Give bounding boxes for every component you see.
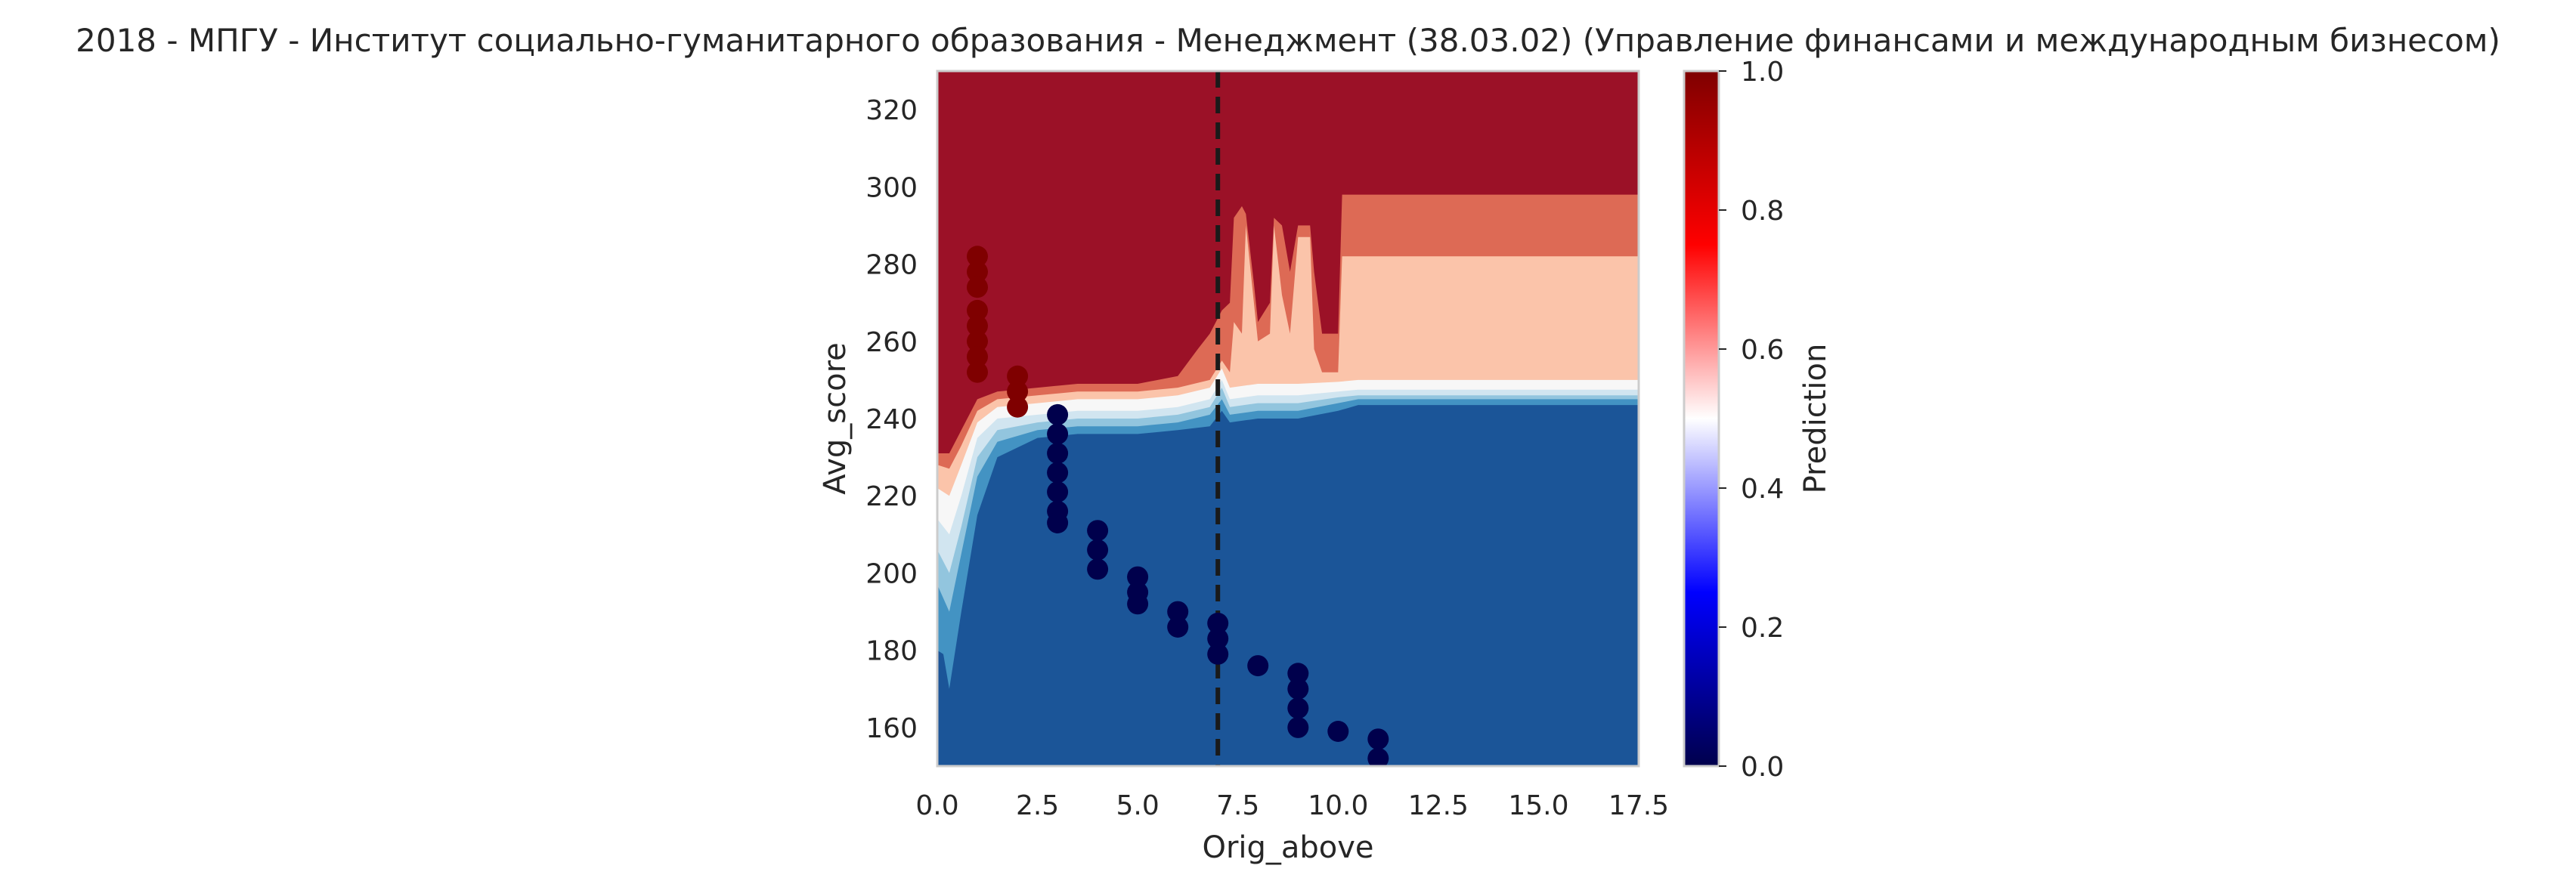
scatter-point-low	[1087, 558, 1109, 580]
scatter-point-high	[967, 277, 988, 298]
x-tick-label: 17.5	[1608, 790, 1669, 821]
scatter-point-high	[1007, 365, 1029, 387]
scatter-point-low	[1127, 566, 1149, 588]
x-tick-label: 15.0	[1508, 790, 1568, 821]
scatter-points	[967, 246, 1389, 766]
scatter-point-high	[1007, 381, 1029, 403]
scatter-point-low	[1047, 443, 1069, 464]
colorbar-tick-label: 0.4	[1741, 474, 1784, 505]
scatter-point-high	[1007, 396, 1029, 418]
scatter-point-high	[967, 361, 988, 383]
scatter-point-high	[967, 315, 988, 337]
scatter-point-low	[1287, 697, 1309, 719]
plot-frame	[936, 70, 1640, 768]
y-tick-label: 220	[865, 481, 918, 512]
x-tick-label: 12.5	[1408, 790, 1469, 821]
scatter-point-low	[1167, 601, 1189, 623]
x-tick-label: 0.0	[915, 790, 958, 821]
chart-title: 2018 - МПГУ - Институт социально-гуманит…	[76, 22, 2500, 59]
x-tick-label: 7.5	[1216, 790, 1259, 821]
colorbar: 0.0 0.2 0.4 0.6 0.8 1.0 Prediction	[1683, 57, 1833, 783]
scatter-point-high	[967, 261, 988, 283]
scatter-point-low	[1087, 520, 1109, 542]
x-tick-label: 10.0	[1308, 790, 1368, 821]
y-tick-label: 280	[865, 250, 918, 281]
scatter-point-high	[967, 346, 988, 368]
plot-area	[936, 70, 1640, 768]
scatter-point-low	[1047, 481, 1069, 503]
scatter-point-low	[1207, 612, 1229, 634]
y-axis-label: Avg_score	[818, 342, 853, 495]
scatter-point-low	[1287, 678, 1309, 700]
scatter-point-low	[1047, 462, 1069, 484]
scatter-point-low	[1167, 617, 1189, 638]
y-tick-label: 260	[865, 327, 918, 358]
scatter-point-high	[967, 246, 988, 267]
scatter-point-low	[1087, 539, 1109, 561]
y-axis-ticks: 160 180 200 220 240 260 280 300 320	[865, 95, 918, 744]
colorbar-label: Prediction	[1798, 344, 1833, 494]
y-tick-label: 160	[865, 713, 918, 744]
contour-bands	[937, 194, 1639, 766]
scatter-point-high	[967, 299, 988, 321]
x-tick-label: 2.5	[1016, 790, 1059, 821]
scatter-point-low	[1327, 721, 1349, 742]
x-axis-ticks: 0.0 2.5 5.0 7.5 10.0 12.5 15.0 17.5	[915, 790, 1669, 821]
scatter-point-low	[1367, 728, 1389, 750]
colorbar-ticks: 0.0 0.2 0.4 0.6 0.8 1.0	[1719, 57, 1784, 783]
scatter-point-low	[1127, 593, 1149, 615]
scatter-point-low	[1287, 716, 1309, 738]
colorbar-tick-label: 0.0	[1741, 752, 1784, 783]
scatter-point-low	[1367, 747, 1389, 766]
y-tick-label: 320	[865, 95, 918, 126]
scatter-point-low	[1207, 628, 1229, 650]
colorbar-gradient	[1683, 70, 1720, 768]
band-0.0-0.1	[937, 405, 1639, 766]
y-tick-label: 240	[865, 404, 918, 435]
scatter-point-low	[1207, 643, 1229, 665]
scatter-point-high	[967, 330, 988, 352]
scatter-point-low	[1047, 423, 1069, 445]
colorbar-tick-label: 0.8	[1741, 196, 1784, 227]
y-tick-label: 300	[865, 172, 918, 203]
colorbar-tick-label: 0.6	[1741, 335, 1784, 366]
colorbar-tick-label: 1.0	[1741, 57, 1784, 88]
scatter-point-low	[1047, 403, 1069, 425]
scatter-point-low	[1047, 512, 1069, 533]
y-tick-label: 200	[865, 558, 918, 589]
scatter-point-low	[1287, 663, 1309, 685]
y-tick-label: 180	[865, 636, 918, 667]
colorbar-tick-label: 0.2	[1741, 613, 1784, 644]
scatter-point-low	[1247, 655, 1269, 677]
x-axis-label: Orig_above	[1202, 830, 1373, 865]
x-tick-label: 5.0	[1116, 790, 1160, 821]
